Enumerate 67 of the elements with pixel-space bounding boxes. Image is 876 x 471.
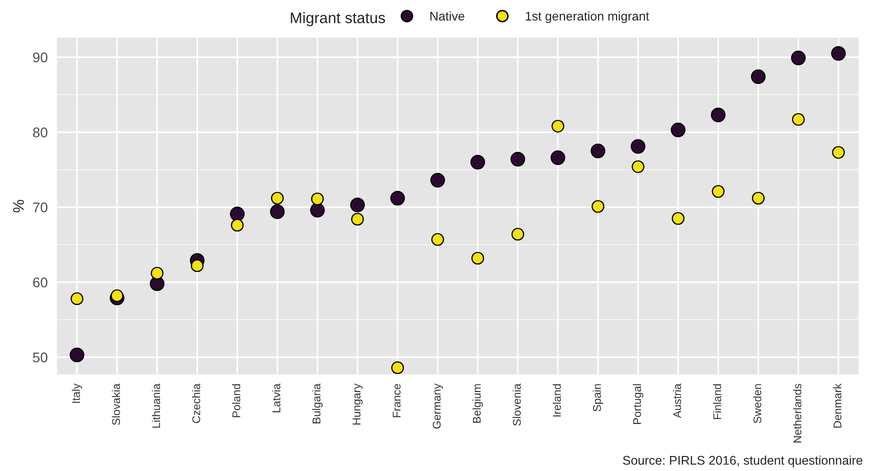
point: [70, 292, 84, 306]
x-tick-label: Hungary: [352, 383, 363, 425]
point: [792, 113, 805, 126]
x-tick-label: Belgium: [472, 384, 483, 423]
point: [150, 266, 164, 280]
x-tick-label: Ireland: [552, 384, 561, 416]
point: [511, 228, 524, 241]
point: [311, 192, 324, 206]
x-tick-label: Spain: [592, 384, 604, 412]
point: [632, 160, 644, 174]
x-tick-label: Portugal: [632, 384, 644, 424]
point: [630, 139, 646, 154]
legend-title: Migrant status: [290, 12, 386, 26]
point: [470, 154, 486, 170]
x-tick-label: Austria: [672, 383, 682, 418]
point: [750, 69, 766, 84]
point: [230, 206, 245, 222]
point: [752, 192, 765, 205]
y-tick-label: 50: [33, 352, 48, 362]
point: [552, 120, 564, 133]
point: [350, 198, 365, 212]
point: [791, 50, 806, 66]
point: [270, 204, 285, 220]
x-tick-label: Germany: [432, 383, 443, 429]
point: [550, 150, 566, 166]
y-tick-label: 90: [33, 52, 48, 62]
point: [832, 146, 845, 159]
point: [710, 108, 726, 122]
point: [510, 152, 526, 167]
x-tick-label: Denmark: [833, 383, 842, 428]
x-tick-label: Latvia: [272, 383, 280, 412]
y-axis-title: %: [13, 200, 24, 212]
point: [670, 122, 686, 138]
x-tick-label: Netherlands: [793, 384, 802, 442]
point: [592, 200, 604, 213]
x-tick-label: Poland: [232, 384, 240, 418]
point: [712, 185, 725, 198]
point: [431, 233, 444, 246]
point: [351, 212, 364, 226]
x-tick-label: Lithuania: [152, 383, 160, 428]
legend-label: 1st generation migrant: [526, 11, 650, 24]
x-tick-label: Italy: [72, 383, 82, 403]
legend-label: Native: [430, 11, 464, 21]
y-tick-label: 70: [33, 202, 48, 212]
point: [590, 144, 606, 158]
x-tick-label: France: [392, 384, 401, 418]
y-tick-label: 60: [33, 278, 48, 288]
x-tick-label: Slovakia: [112, 383, 120, 425]
point: [390, 190, 405, 206]
point: [190, 259, 204, 272]
point: [310, 202, 325, 218]
x-tick-label: Finland: [713, 384, 722, 419]
point: [831, 46, 846, 61]
point: [471, 252, 484, 265]
point: [430, 172, 445, 188]
point: [391, 361, 404, 374]
point: [230, 218, 244, 232]
y-tick-label: 80: [33, 128, 48, 138]
x-tick-label: Sweden: [753, 384, 762, 424]
x-tick-label: Czechia: [192, 383, 200, 424]
point: [672, 212, 684, 225]
source-note: Source: PIRLS 2016, student questionnaire: [623, 456, 862, 468]
x-tick-label: Bulgaria: [312, 383, 323, 424]
point: [271, 192, 284, 205]
x-tick-label: Slovenia: [512, 383, 521, 426]
point: [110, 289, 124, 302]
point: [70, 348, 84, 362]
